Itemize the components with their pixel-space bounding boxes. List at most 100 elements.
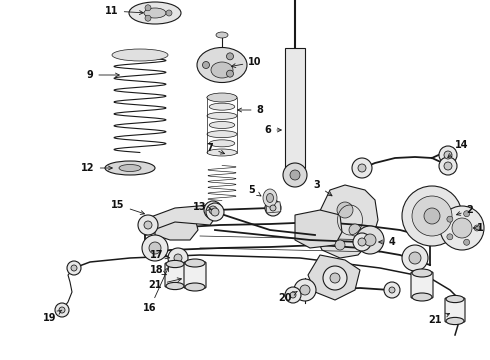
Ellipse shape bbox=[267, 194, 273, 202]
Circle shape bbox=[412, 196, 452, 236]
Text: 7: 7 bbox=[207, 143, 224, 154]
Circle shape bbox=[300, 285, 310, 295]
Circle shape bbox=[270, 205, 276, 211]
Text: 11: 11 bbox=[105, 6, 143, 16]
Circle shape bbox=[402, 245, 428, 271]
Text: 15: 15 bbox=[111, 200, 145, 215]
Ellipse shape bbox=[207, 149, 237, 156]
Text: 21: 21 bbox=[148, 278, 181, 290]
Circle shape bbox=[474, 225, 480, 231]
FancyBboxPatch shape bbox=[445, 298, 465, 322]
Circle shape bbox=[202, 62, 210, 68]
Circle shape bbox=[142, 235, 168, 261]
Circle shape bbox=[226, 70, 234, 77]
Circle shape bbox=[364, 234, 376, 246]
Circle shape bbox=[444, 162, 452, 170]
Circle shape bbox=[335, 240, 345, 250]
Text: 3: 3 bbox=[314, 180, 332, 196]
Text: 5: 5 bbox=[248, 185, 261, 196]
Circle shape bbox=[353, 233, 371, 251]
Circle shape bbox=[174, 254, 182, 262]
Polygon shape bbox=[155, 215, 198, 240]
Circle shape bbox=[290, 170, 300, 180]
Text: 18: 18 bbox=[150, 265, 167, 275]
Circle shape bbox=[71, 265, 77, 271]
Circle shape bbox=[55, 303, 69, 317]
Text: 19: 19 bbox=[43, 310, 62, 323]
Text: 1: 1 bbox=[474, 223, 483, 233]
Ellipse shape bbox=[209, 122, 235, 129]
Circle shape bbox=[409, 252, 421, 264]
Circle shape bbox=[204, 201, 222, 219]
Circle shape bbox=[283, 163, 307, 187]
Circle shape bbox=[384, 282, 400, 298]
Ellipse shape bbox=[412, 269, 432, 277]
Circle shape bbox=[358, 164, 366, 172]
Ellipse shape bbox=[446, 296, 464, 303]
Circle shape bbox=[145, 5, 151, 11]
Circle shape bbox=[356, 226, 384, 254]
Circle shape bbox=[285, 287, 301, 303]
Circle shape bbox=[358, 238, 366, 246]
Circle shape bbox=[439, 157, 457, 175]
Ellipse shape bbox=[207, 94, 237, 101]
Ellipse shape bbox=[209, 140, 235, 147]
Text: 4: 4 bbox=[379, 237, 395, 247]
Ellipse shape bbox=[207, 112, 237, 119]
Text: 20: 20 bbox=[278, 292, 297, 303]
Ellipse shape bbox=[166, 282, 184, 289]
Ellipse shape bbox=[263, 189, 277, 207]
Circle shape bbox=[265, 200, 281, 216]
Polygon shape bbox=[295, 210, 342, 248]
Text: 14: 14 bbox=[448, 140, 469, 158]
Text: 21: 21 bbox=[428, 313, 450, 325]
Circle shape bbox=[444, 151, 452, 159]
Circle shape bbox=[138, 215, 158, 235]
Ellipse shape bbox=[207, 93, 237, 102]
Ellipse shape bbox=[105, 161, 155, 175]
Text: 16: 16 bbox=[143, 267, 169, 313]
Circle shape bbox=[330, 273, 340, 283]
Circle shape bbox=[290, 292, 296, 298]
Circle shape bbox=[389, 287, 395, 293]
Ellipse shape bbox=[129, 2, 181, 24]
FancyBboxPatch shape bbox=[411, 272, 433, 298]
Ellipse shape bbox=[144, 8, 166, 18]
Circle shape bbox=[59, 307, 65, 313]
Ellipse shape bbox=[185, 283, 205, 291]
Circle shape bbox=[206, 203, 224, 221]
Ellipse shape bbox=[211, 62, 233, 78]
Ellipse shape bbox=[446, 318, 464, 325]
Ellipse shape bbox=[412, 293, 432, 301]
Ellipse shape bbox=[216, 32, 228, 38]
Circle shape bbox=[464, 239, 469, 245]
Text: 13: 13 bbox=[193, 202, 212, 212]
Bar bbox=[266, 202, 281, 213]
Ellipse shape bbox=[197, 48, 247, 82]
Text: 10: 10 bbox=[232, 57, 262, 68]
Circle shape bbox=[168, 248, 188, 268]
Bar bbox=[285, 48, 305, 168]
Circle shape bbox=[166, 10, 172, 16]
Circle shape bbox=[226, 53, 234, 60]
Text: 9: 9 bbox=[87, 70, 119, 80]
Circle shape bbox=[294, 279, 316, 301]
Ellipse shape bbox=[185, 259, 205, 267]
Circle shape bbox=[211, 208, 219, 216]
Circle shape bbox=[349, 224, 361, 236]
Circle shape bbox=[209, 206, 217, 214]
Circle shape bbox=[439, 146, 457, 164]
Circle shape bbox=[464, 211, 469, 217]
FancyBboxPatch shape bbox=[184, 262, 206, 288]
Circle shape bbox=[67, 261, 81, 275]
Circle shape bbox=[149, 242, 161, 254]
Ellipse shape bbox=[207, 131, 237, 138]
Circle shape bbox=[337, 202, 353, 218]
Text: 17: 17 bbox=[150, 250, 170, 260]
Text: 2: 2 bbox=[457, 205, 473, 215]
Circle shape bbox=[144, 221, 152, 229]
Circle shape bbox=[352, 158, 372, 178]
Circle shape bbox=[424, 208, 440, 224]
Text: 8: 8 bbox=[238, 105, 264, 115]
Ellipse shape bbox=[166, 260, 184, 267]
